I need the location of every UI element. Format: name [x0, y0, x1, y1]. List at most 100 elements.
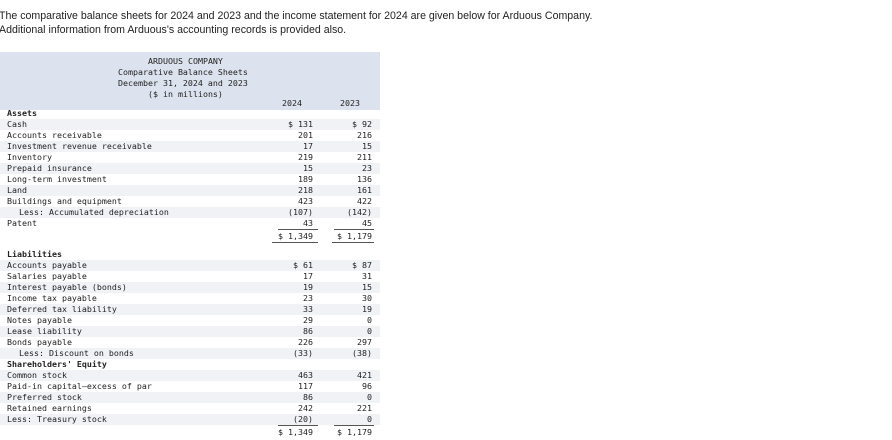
- total-rule-2024: [272, 242, 318, 243]
- value-2023: 0: [367, 392, 372, 402]
- row-label: Long-term investment: [7, 174, 107, 184]
- row-label: Notes payable: [7, 315, 72, 325]
- value-2023: $ 87: [352, 260, 372, 270]
- value-2023: (142): [347, 207, 372, 217]
- liability-row: Bonds payable 226 297: [0, 337, 380, 348]
- liability-row: Lease liability 86 0: [0, 326, 380, 337]
- row-label: Salaries payable: [7, 271, 87, 281]
- value-2023: 211: [357, 152, 372, 162]
- value-2024: 15: [303, 163, 313, 173]
- value-2024: 463: [298, 370, 313, 380]
- value-2023: $ 92: [352, 119, 372, 129]
- value-2023: 15: [362, 141, 372, 151]
- value-2024: $ 61: [293, 260, 313, 270]
- row-label: Bonds payable: [7, 337, 72, 347]
- total-rule-2023: [332, 242, 374, 243]
- value-2023: 422: [357, 196, 372, 206]
- equity-row: Paid-in capital—excess of par 117 96: [0, 381, 380, 392]
- value-2023: 31: [362, 271, 372, 281]
- asset-row: Investment revenue receivable 17 15: [0, 141, 380, 152]
- column-header-2023: 2023: [340, 98, 360, 108]
- value-2023: 136: [357, 174, 372, 184]
- asset-row: Inventory 219 211: [0, 152, 380, 163]
- value-2023: $ 1,179: [337, 427, 372, 437]
- row-label: Cash: [7, 119, 27, 129]
- asset-row: Buildings and equipment 423 422: [0, 196, 380, 207]
- value-2024: $ 1,349: [278, 231, 313, 241]
- row-label: Investment revenue receivable: [7, 141, 152, 151]
- row-label: Accounts receivable: [7, 130, 102, 140]
- liabilities-equity-total-row: $ 1,349 $ 1,179: [0, 427, 380, 438]
- asset-row: Cash $ 131 $ 92: [0, 119, 380, 130]
- row-label: Preferred stock: [7, 392, 82, 402]
- company-name: ARDUOUS COMPANY: [148, 56, 223, 66]
- row-label: Retained earnings: [7, 403, 92, 413]
- statement-units: ($ in millions): [148, 89, 223, 99]
- value-2023: 19: [362, 304, 372, 314]
- value-2024: 33: [303, 304, 313, 314]
- value-2023: 0: [367, 326, 372, 336]
- value-2024: 86: [303, 392, 313, 402]
- value-2024: 201: [298, 130, 313, 140]
- row-label: Buildings and equipment: [7, 196, 122, 206]
- liability-row: Salaries payable 17 31: [0, 271, 380, 282]
- value-2024: 117: [298, 381, 313, 391]
- asset-row: Long-term investment 189 136: [0, 174, 380, 185]
- liability-row: Less: Discount on bonds (33) (38): [0, 348, 380, 359]
- value-2024: 86: [303, 326, 313, 336]
- liability-row: Deferred tax liability 33 19: [0, 304, 380, 315]
- subtotal-rule-2024: [278, 229, 318, 230]
- value-2023: 15: [362, 282, 372, 292]
- asset-row: Land 218 161: [0, 185, 380, 196]
- intro-line-1: The comparative balance sheets for 2024 …: [0, 10, 593, 22]
- value-2024: 17: [303, 271, 313, 281]
- statement-title: Comparative Balance Sheets: [118, 67, 248, 77]
- value-2023: 96: [362, 381, 372, 391]
- value-2024: 23: [303, 293, 313, 303]
- value-2024: 219: [298, 152, 313, 162]
- row-label: Income tax payable: [7, 293, 97, 303]
- value-2024: 29: [303, 315, 313, 325]
- value-2024: 19: [303, 282, 313, 292]
- value-2023: 45: [362, 218, 372, 228]
- value-2024: 242: [298, 403, 313, 413]
- value-2023: 421: [357, 370, 372, 380]
- value-2024: (33): [293, 348, 313, 358]
- row-label: Patent: [7, 218, 37, 228]
- row-label: Less: Accumulated depreciation: [19, 207, 169, 217]
- assets-total-row: $ 1,349 $ 1,179: [0, 231, 380, 242]
- row-label: Lease liability: [7, 326, 82, 336]
- value-2023: 0: [367, 414, 372, 424]
- value-2023: (38): [352, 348, 372, 358]
- column-header-2024: 2024: [282, 98, 302, 108]
- value-2023: 216: [357, 130, 372, 140]
- equity-row: Preferred stock 86 0: [0, 392, 380, 403]
- asset-row: Prepaid insurance 15 23: [0, 163, 380, 174]
- value-2024: 189: [298, 174, 313, 184]
- statement-date: December 31, 2024 and 2023: [118, 78, 248, 88]
- value-2024: (107): [288, 207, 313, 217]
- row-label: Assets: [7, 108, 37, 118]
- value-2024: 226: [298, 337, 313, 347]
- asset-row: Patent 43 45: [0, 218, 380, 229]
- value-2024: (20): [293, 414, 313, 424]
- value-2024: 218: [298, 185, 313, 195]
- row-label: Liabilities: [7, 249, 62, 259]
- value-2023: 30: [362, 293, 372, 303]
- liability-row: Accounts payable $ 61 $ 87: [0, 260, 380, 271]
- intro-text: The comparative balance sheets for 2024 …: [0, 10, 879, 37]
- intro-line-2: Additional information from Arduous's ac…: [0, 23, 347, 36]
- row-label: Less: Discount on bonds: [19, 348, 134, 358]
- asset-row: Accounts receivable 201 216: [0, 130, 380, 141]
- value-2024: 423: [298, 196, 313, 206]
- value-2023: 161: [357, 185, 372, 195]
- subtotal-rule-2024: [278, 425, 318, 426]
- row-label: Prepaid insurance: [7, 163, 92, 173]
- value-2023: 297: [357, 337, 372, 347]
- value-2023: 23: [362, 163, 372, 173]
- value-2024: $ 131: [288, 119, 313, 129]
- value-2024: $ 1,349: [278, 427, 313, 437]
- assets-heading: Assets: [0, 108, 380, 119]
- liability-row: Notes payable 29 0: [0, 315, 380, 326]
- liabilities-heading: Liabilities: [0, 249, 380, 260]
